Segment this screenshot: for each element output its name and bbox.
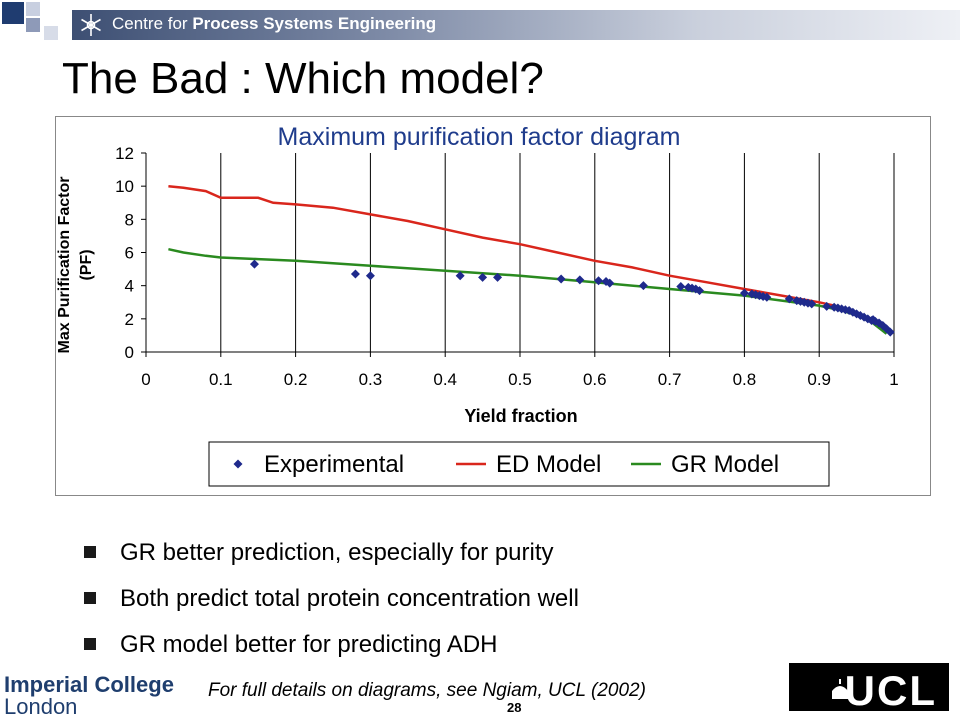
x-tick-label: 0.3 [359, 370, 383, 389]
experimental-point [493, 272, 503, 282]
ucl-label: UCL [844, 667, 937, 714]
bullet-item: Both predict total protein concentration… [84, 576, 579, 622]
experimental-point [556, 274, 566, 284]
bullet-item: GR better prediction, especially for pur… [84, 530, 579, 576]
x-tick-label: 0.2 [284, 370, 308, 389]
experimental-legend-marker [233, 459, 243, 469]
page-number: 28 [507, 700, 522, 715]
bullet-square-icon [84, 592, 96, 604]
x-tick-label: 0 [141, 370, 150, 389]
x-axis-label: Yield fraction [464, 406, 577, 426]
bullet-square-icon [84, 638, 96, 650]
experimental-point [676, 281, 686, 291]
header-square-large [2, 2, 24, 24]
institution-banner: Centre for Process Systems Engineering [72, 10, 960, 40]
institution-name: Centre for Process Systems Engineering [112, 14, 437, 33]
experimental-point [365, 271, 375, 281]
ed-model-legend-label: ED Model [496, 451, 601, 478]
gr-model-line [168, 247, 888, 335]
experimental-point [638, 281, 648, 291]
experimental-point [822, 301, 832, 311]
experimental-point [739, 288, 749, 298]
y-tick-label: 12 [115, 144, 134, 163]
x-tick-label: 0.8 [733, 370, 757, 389]
experimental-point [455, 271, 465, 281]
imperial-college-logo: Imperial College London [4, 674, 174, 718]
experimental-point [848, 307, 858, 317]
experimental-point [807, 299, 817, 309]
bullet-square-icon [84, 546, 96, 558]
y-axis-label: Max Purification Factor (PF) [56, 177, 95, 354]
page-title: The Bad : Which model? [62, 54, 544, 103]
bullet-item: GR model better for predicting ADH [84, 622, 579, 668]
imperial-line2: London [4, 694, 78, 719]
plot-area: 0 2 4 6 8 10 12 0 0.1 0.2 0.3 0.4 0.5 0.6 0.7 0.8 0.9 1 [115, 144, 899, 389]
experimental-point [792, 296, 802, 306]
x-tick-label: 0.9 [807, 370, 831, 389]
purification-chart: Maximum purification factor diagram 0 2 4 6… [56, 123, 899, 487]
snowflake-logo-icon [81, 14, 101, 36]
bullet-text: GR better prediction, especially for pur… [120, 539, 554, 566]
bullet-list: GR better prediction, especially for pur… [84, 530, 579, 668]
ucl-dome-icon [832, 679, 848, 699]
experimental-point [844, 306, 854, 316]
experimental-point [874, 318, 884, 328]
legend-box [208, 441, 830, 487]
experimental-point [350, 269, 360, 279]
imperial-line1: Imperial College [4, 672, 174, 697]
bullet-text: GR model better for predicting ADH [120, 631, 498, 658]
y-tick-label: 4 [125, 277, 134, 296]
experimental-point [478, 272, 488, 282]
experimental-legend-label: Experimental [264, 451, 404, 478]
slide-header: Centre for Process Systems Engineering [0, 0, 960, 46]
experimental-point [683, 282, 693, 292]
x-tick-label: 0.5 [508, 370, 532, 389]
y-tick-label: 8 [125, 210, 134, 229]
chart-legend: Experimental ED Model GR Model [208, 441, 830, 487]
experimental-point [695, 286, 705, 296]
y-tick-label: 0 [125, 343, 134, 362]
y-tick-label: 6 [125, 244, 134, 263]
experimental-point [575, 275, 585, 285]
x-tick-label: 1 [889, 370, 898, 389]
y-tick-label: 2 [125, 310, 134, 329]
x-tick-label: 0.6 [583, 370, 607, 389]
header-square-low [44, 26, 58, 40]
bullet-text: Both predict total protein concentration… [120, 585, 579, 612]
chart-panel: Maximum purification factor diagram 0 2 4 6… [55, 116, 931, 496]
x-tick-label: 0.1 [209, 370, 233, 389]
experimental-point [605, 278, 615, 288]
chart-title: Maximum purification factor diagram [278, 123, 681, 151]
experimental-point [594, 276, 604, 286]
gr-model-legend-label: GR Model [671, 451, 779, 478]
y-axis-label-line2: (PF) [78, 249, 95, 280]
experimental-point [878, 320, 888, 330]
header-square-mid [26, 18, 40, 32]
x-tick-label: 0.4 [433, 370, 457, 389]
footnote: For full details on diagrams, see Ngiam,… [208, 680, 646, 701]
experimental-point [249, 259, 259, 269]
header-square-small [26, 2, 40, 16]
ucl-logo: UCL [789, 663, 949, 714]
y-tick-label: 10 [115, 177, 134, 196]
experimental-point [784, 294, 794, 304]
experimental-point [762, 292, 772, 302]
experimental-point [687, 283, 697, 293]
ed-model-line [168, 184, 888, 334]
x-tick-label: 0.7 [658, 370, 682, 389]
experimental-point [885, 327, 895, 337]
y-axis-label-line1: Max Purification Factor [56, 177, 73, 354]
